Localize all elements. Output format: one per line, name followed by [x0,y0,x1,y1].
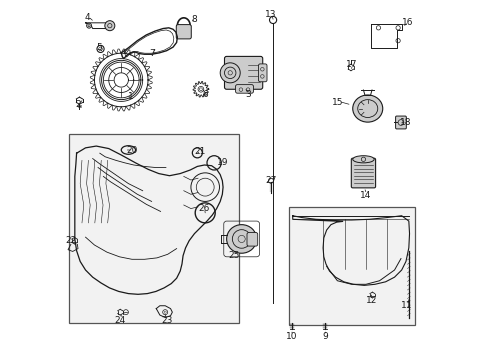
Text: 23: 23 [161,315,172,324]
Text: 18: 18 [399,118,411,127]
FancyBboxPatch shape [176,24,191,39]
Text: 7: 7 [148,49,154,58]
Text: 12: 12 [365,296,376,305]
FancyBboxPatch shape [395,116,406,129]
Text: 16: 16 [402,18,413,27]
Text: 27: 27 [264,176,276,185]
Ellipse shape [226,225,256,253]
FancyBboxPatch shape [350,158,375,188]
Text: 2: 2 [75,100,81,109]
FancyBboxPatch shape [235,85,253,93]
Text: 11: 11 [401,301,412,310]
Text: 13: 13 [264,10,276,19]
Text: 8: 8 [191,15,197,24]
Text: 9: 9 [322,332,327,341]
Ellipse shape [352,95,382,122]
Bar [69,134,239,323]
Circle shape [86,23,91,28]
Text: 10: 10 [285,332,297,341]
Text: 19: 19 [217,158,228,167]
FancyBboxPatch shape [246,233,257,246]
FancyBboxPatch shape [224,57,262,89]
FancyBboxPatch shape [258,64,266,82]
Text: 3: 3 [244,90,250,99]
Bar [288,207,414,325]
Text: 21: 21 [194,147,205,156]
Text: 25: 25 [227,251,239,260]
Text: 5: 5 [96,43,102,52]
Text: 17: 17 [345,60,357,69]
Text: 4: 4 [84,13,90,22]
Text: 15: 15 [332,98,343,107]
Text: 6: 6 [202,90,208,99]
Ellipse shape [352,156,373,163]
Circle shape [104,21,115,31]
Text: 14: 14 [360,190,371,199]
Text: 20: 20 [126,146,138,155]
Text: 26: 26 [198,204,209,213]
Text: 1: 1 [128,91,134,100]
Text: 22: 22 [65,235,76,244]
Text: 24: 24 [114,315,125,324]
Circle shape [220,63,240,83]
